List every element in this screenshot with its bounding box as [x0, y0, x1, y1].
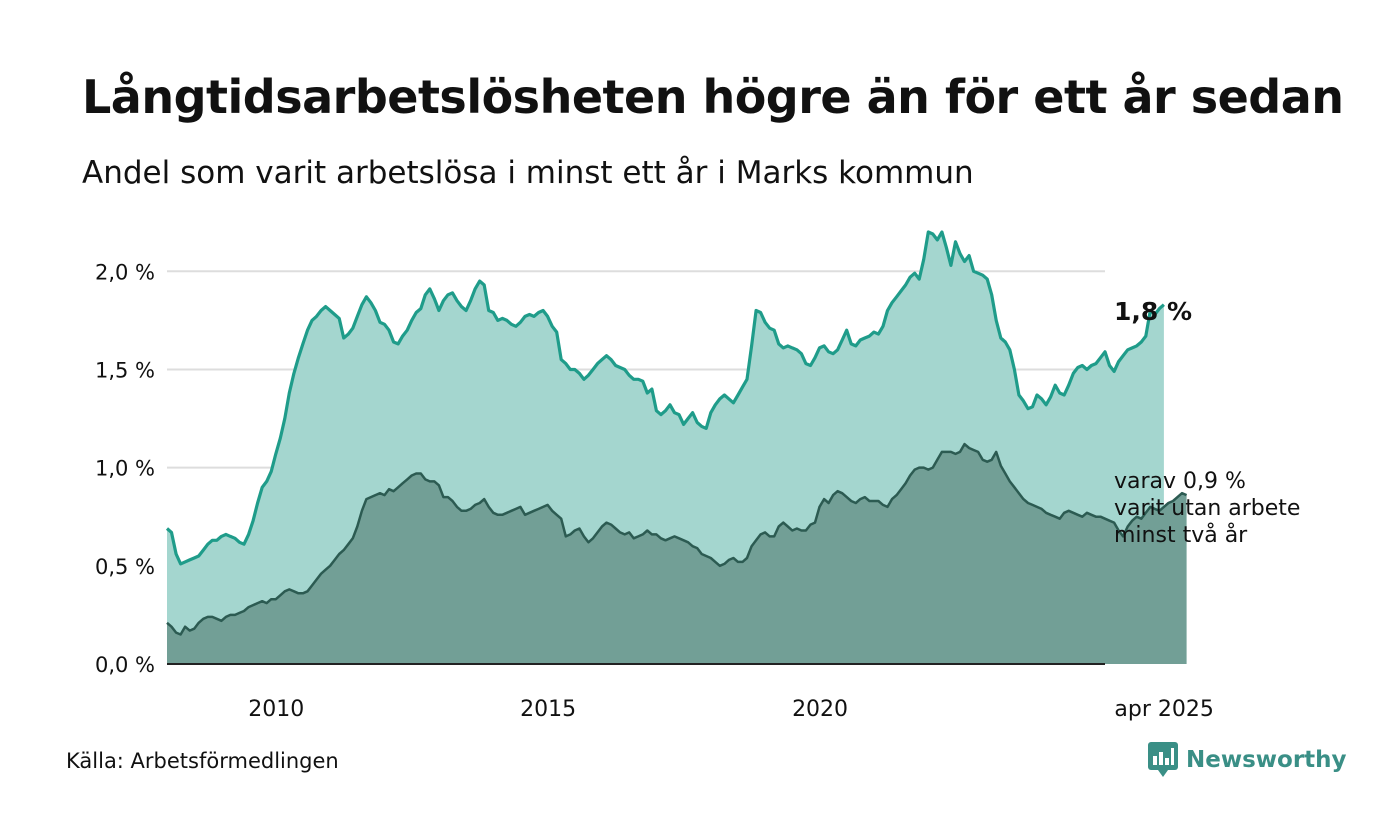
y-tick-label: 1,5 % [95, 358, 155, 382]
x-tick-label: 2015 [520, 697, 576, 722]
chart-title: Långtidsarbetslösheten högre än för ett … [82, 70, 1344, 124]
series-two-years-line [166, 442, 1188, 636]
chart-subtitle: Andel som varit arbetslösa i minst ett å… [82, 155, 974, 191]
newsworthy-logo-icon [1148, 742, 1178, 777]
series-long-term-line [165, 230, 1165, 566]
series-two-years-area [167, 444, 1187, 664]
x-tick-label: 2010 [248, 697, 304, 722]
brand-name: Newsworthy [1186, 747, 1347, 773]
annotation-lower-line: varit utan arbete [1114, 496, 1300, 521]
annotation-upper-last: 1,8 % [1114, 297, 1192, 326]
y-tick-label: 1,0 % [95, 457, 155, 481]
y-tick-label: 0,0 % [95, 653, 155, 677]
brand-logo[interactable]: Newsworthy [1148, 742, 1347, 778]
y-tick-label: 2,0 % [95, 260, 155, 284]
x-tick-label: 2020 [792, 697, 848, 722]
x-tick-label: apr 2025 [1114, 697, 1213, 722]
annotation-lower-line: minst två år [1114, 522, 1248, 548]
annotation-lower-line: varav 0,9 % [1114, 469, 1246, 494]
y-tick-label: 0,5 % [95, 555, 155, 579]
source-note: Källa: Arbetsförmedlingen [66, 749, 339, 773]
